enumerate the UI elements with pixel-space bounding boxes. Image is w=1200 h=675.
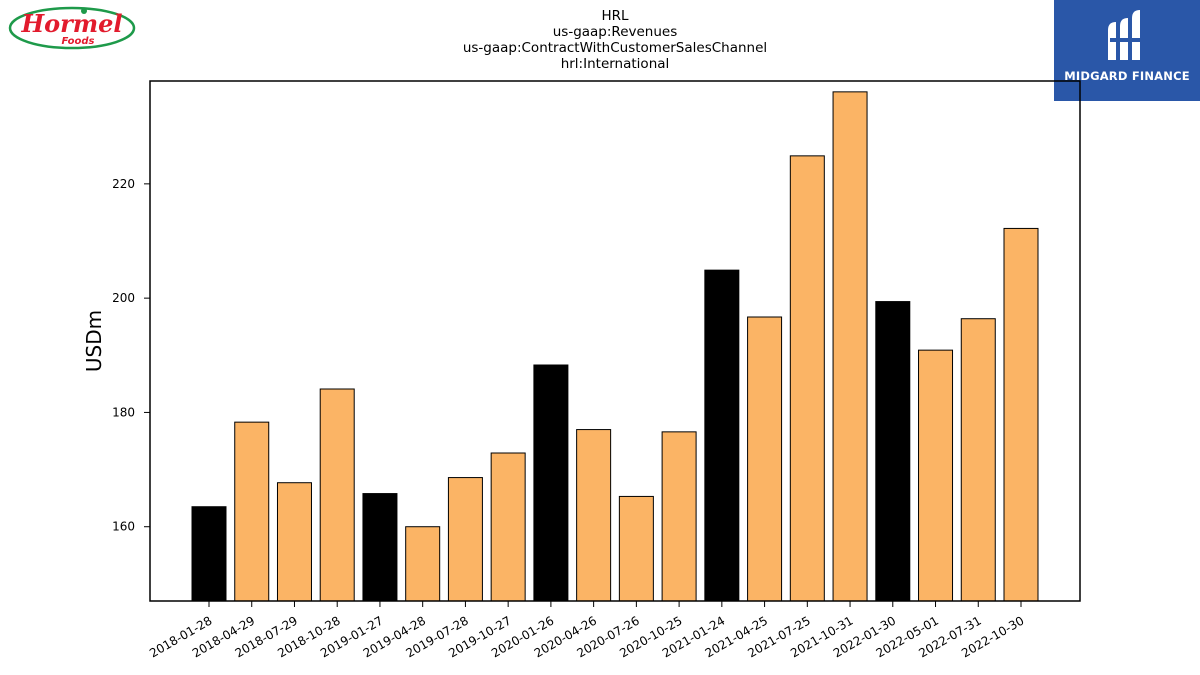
bar <box>191 506 227 602</box>
y-ticks: 160 180 200 220 <box>112 177 150 534</box>
y-axis-label: USDm <box>82 310 106 372</box>
axes <box>149 80 1081 602</box>
midgard-finance-logo: MIDGARD FINANCE <box>1054 0 1200 101</box>
bar <box>362 493 398 602</box>
plot-frame <box>149 80 1081 602</box>
title-line: us-gaap:ContractWithCustomerSalesChannel <box>463 40 767 56</box>
bar <box>490 452 526 602</box>
bar <box>832 91 868 602</box>
bar <box>789 155 825 602</box>
bar <box>1003 227 1039 602</box>
y-tick-label: 180 <box>112 405 135 419</box>
midgard-logo-icon <box>1108 10 1140 60</box>
bar <box>618 495 654 602</box>
hormel-foods-logo: Hormel Foods <box>8 5 136 51</box>
bar <box>319 388 355 602</box>
bar <box>704 269 740 602</box>
y-tick-label: 160 <box>112 520 135 534</box>
bar <box>447 477 483 602</box>
chart-title: HRLus-gaap:Revenuesus-gaap:ContractWithC… <box>463 8 767 72</box>
title-line: us-gaap:Revenues <box>553 24 678 40</box>
svg-text:Foods: Foods <box>62 36 95 47</box>
bar <box>875 301 911 602</box>
bar <box>661 431 697 602</box>
hormel-foods-logo-mark: Hormel Foods <box>8 6 136 50</box>
bar <box>747 316 783 602</box>
x-ticks: 2018-01-282018-04-292018-07-292018-10-28… <box>147 601 1027 660</box>
title-line: hrl:International <box>561 56 670 72</box>
bar <box>576 429 612 602</box>
bar <box>533 364 569 602</box>
bar <box>918 349 954 602</box>
bar <box>276 482 312 602</box>
bar <box>234 421 270 602</box>
y-tick-label: 200 <box>112 291 135 305</box>
y-tick-label: 220 <box>112 177 135 191</box>
title-line: HRL <box>601 8 629 24</box>
bar <box>960 318 996 602</box>
svg-text:Hormel: Hormel <box>20 9 122 38</box>
bar <box>405 526 441 602</box>
midgard-finance-label: MIDGARD FINANCE <box>1064 69 1190 83</box>
bars <box>191 91 1039 602</box>
